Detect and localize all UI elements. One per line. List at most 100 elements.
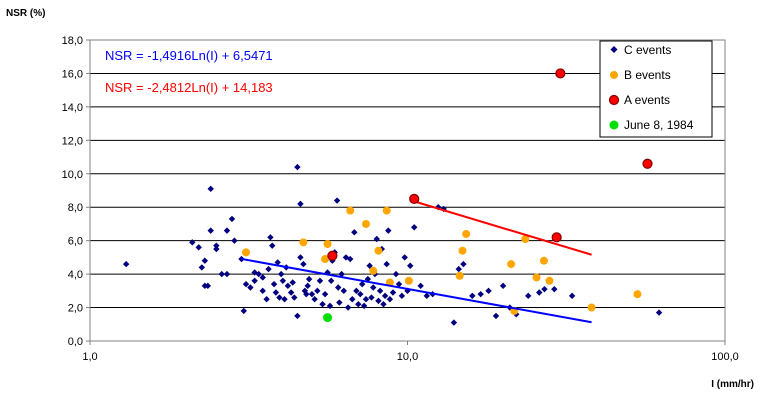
- c-event-point: [385, 227, 392, 234]
- c-event-point: [207, 227, 214, 234]
- c-event-point: [291, 294, 298, 301]
- c-event-point: [228, 215, 236, 223]
- c-event-point: [265, 265, 272, 273]
- c-event-point: [300, 260, 307, 268]
- legend-label-june-8-1984: June 8, 1984: [624, 118, 694, 132]
- legend-label-c-events: C events: [624, 43, 671, 57]
- b-event-point: [346, 206, 355, 215]
- c-event-point: [223, 227, 231, 234]
- c-event-point: [231, 237, 238, 244]
- y-axis-title: NSR (%): [6, 8, 45, 19]
- c-event-point: [380, 301, 387, 308]
- c-event-point: [223, 270, 231, 278]
- gridlines: [90, 72, 725, 309]
- c-event-point: [353, 287, 360, 295]
- c-event-point: [189, 239, 196, 246]
- c-event-point: [359, 280, 366, 288]
- c-event-point: [277, 270, 285, 278]
- c-event-point: [305, 275, 313, 283]
- c-event-point: [201, 257, 209, 264]
- legend-label-a-events: A events: [624, 93, 670, 107]
- c-event-point: [492, 312, 500, 320]
- c-event-point: [218, 270, 225, 278]
- b-event-point: [374, 246, 383, 255]
- c-event-point: [204, 282, 212, 290]
- c-event-point: [326, 302, 334, 310]
- c-event-point: [333, 197, 341, 204]
- c-event-point: [284, 282, 292, 290]
- series-a-events: [327, 68, 653, 261]
- b-event-point: [369, 266, 378, 275]
- c-event-point: [392, 270, 400, 278]
- c-event-point: [289, 279, 296, 286]
- trendline-equation-a: NSR = -2,4812Ln(I) + 14,183: [105, 80, 273, 95]
- series-c-events: [122, 163, 663, 326]
- c-event-point: [407, 262, 414, 269]
- c-event-point: [375, 297, 382, 305]
- c-event-point: [274, 259, 281, 266]
- june-8-1984-point: [323, 313, 333, 323]
- c-event-point: [321, 290, 329, 298]
- a-event-point: [327, 250, 338, 261]
- b-event-point: [545, 276, 554, 285]
- y-tick-label: 2,0: [68, 303, 83, 315]
- c-event-point: [362, 295, 370, 303]
- y-tick-label: 14,0: [62, 102, 83, 114]
- legend-label-b-events: B events: [624, 68, 671, 82]
- c-event-point: [122, 260, 130, 268]
- b-event-point: [507, 260, 516, 269]
- b-event-point: [455, 271, 464, 280]
- y-tick-label: 12,0: [62, 135, 83, 147]
- c-event-point: [303, 290, 310, 298]
- c-event-point: [349, 295, 356, 303]
- c-event-point: [259, 287, 266, 295]
- b-event-point: [539, 256, 548, 265]
- c-event-point: [247, 284, 254, 291]
- b-event-point: [299, 238, 308, 247]
- c-event-point: [314, 287, 321, 295]
- trendline-c-events: [241, 257, 592, 324]
- c-event-point: [355, 301, 362, 308]
- b-event-point: [382, 206, 391, 215]
- c-event-point: [269, 242, 276, 249]
- legend-marker-b-events: [610, 71, 618, 79]
- c-event-point: [276, 294, 283, 301]
- c-event-point: [195, 244, 202, 251]
- x-tick-label: 100,0: [711, 351, 739, 363]
- c-event-point: [251, 277, 258, 284]
- c-event-point: [499, 282, 507, 290]
- x-axis-title: I (mm/hr): [711, 379, 754, 390]
- c-event-point: [213, 245, 220, 253]
- c-event-point: [541, 285, 548, 293]
- c-event-point: [294, 312, 301, 320]
- c-event-point: [319, 301, 326, 308]
- c-event-point: [389, 289, 397, 296]
- legend-marker-c-events: [610, 46, 618, 53]
- b-event-point: [521, 234, 530, 243]
- y-tick-label: 18,0: [62, 35, 83, 47]
- x-tick-label: 10,0: [397, 351, 418, 363]
- c-event-point: [568, 292, 576, 300]
- c-event-point: [395, 280, 403, 288]
- c-event-point: [263, 295, 270, 303]
- c-event-point: [336, 299, 343, 306]
- c-event-point: [401, 254, 408, 261]
- trendline-a-events: [413, 200, 592, 256]
- c-event-point: [351, 229, 358, 236]
- c-event-point: [240, 307, 247, 315]
- y-tick-label: 16,0: [62, 68, 83, 80]
- a-event-point: [551, 232, 562, 243]
- c-event-point: [281, 295, 288, 303]
- c-event-point: [411, 224, 418, 231]
- c-event-point: [551, 285, 558, 293]
- c-event-point: [213, 242, 220, 249]
- c-event-point: [376, 287, 384, 295]
- c-event-point: [423, 292, 430, 300]
- b-event-point: [458, 246, 467, 255]
- c-event-point: [279, 277, 287, 284]
- c-event-point: [335, 284, 342, 291]
- c-event-point: [340, 287, 347, 295]
- b-event-point: [587, 303, 596, 312]
- c-event-point: [455, 265, 462, 273]
- c-event-point: [242, 280, 250, 288]
